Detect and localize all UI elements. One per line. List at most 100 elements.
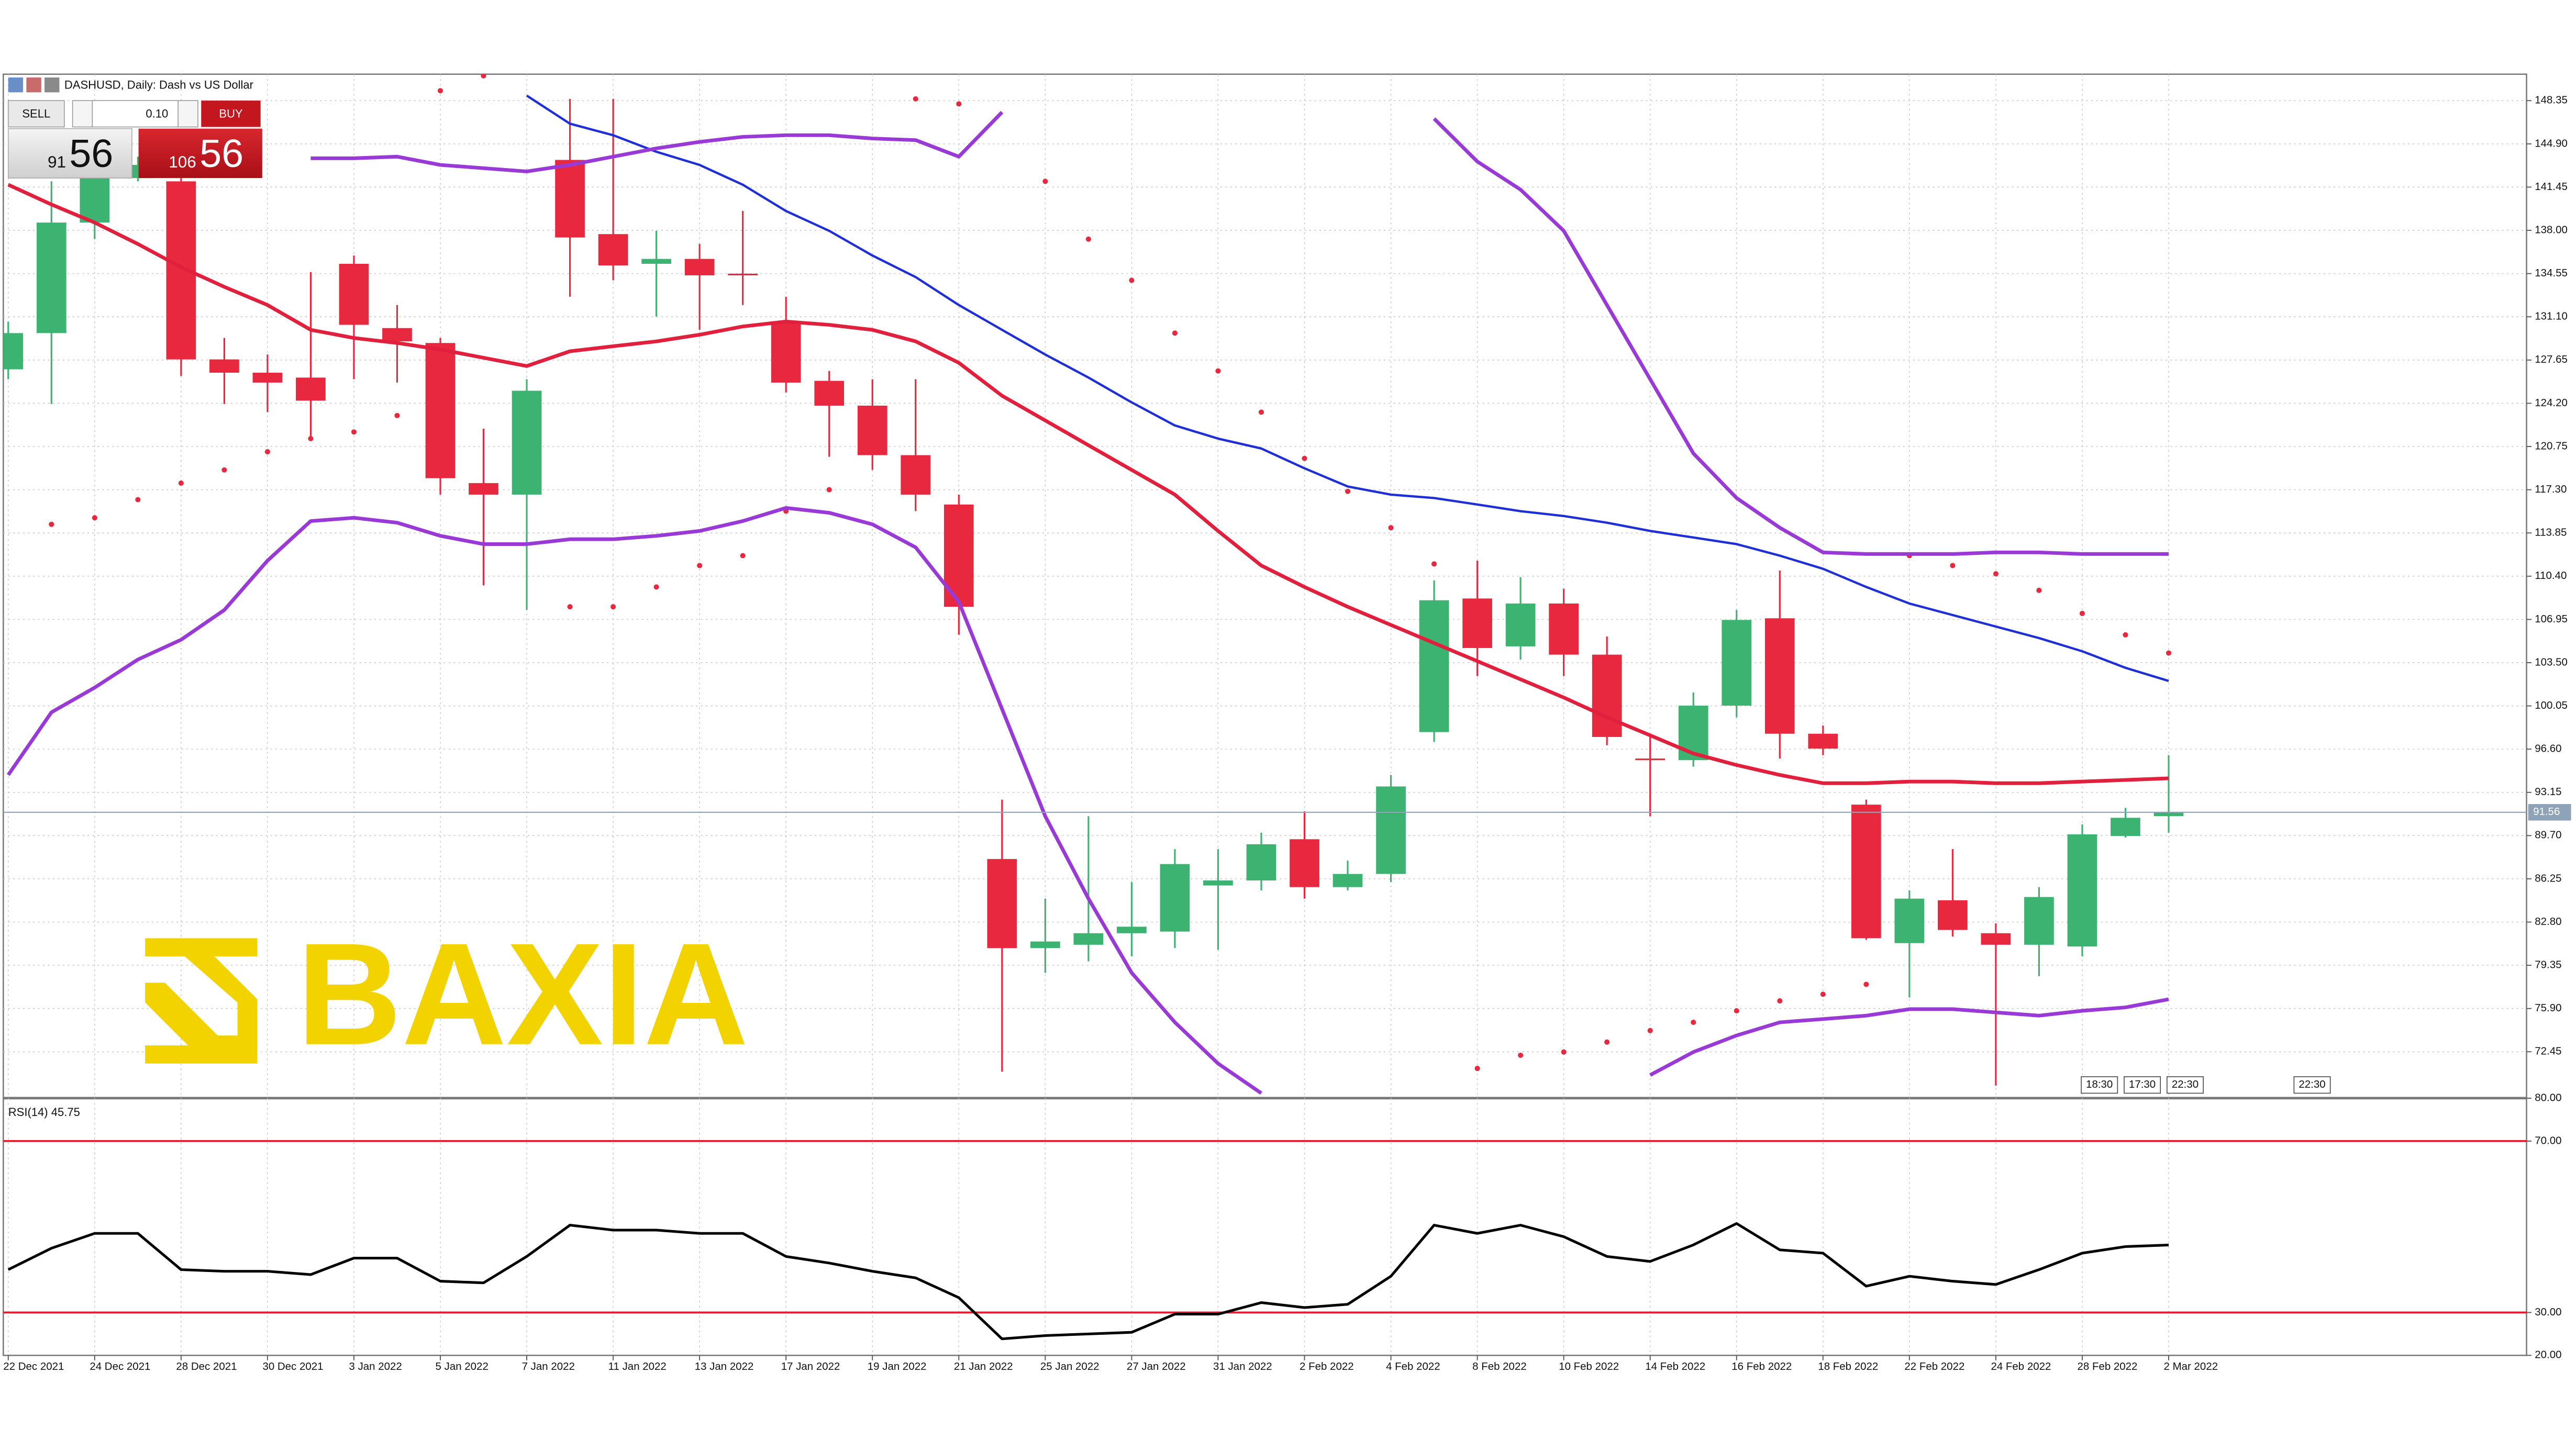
rsi-header: RSI(14) 45.75 xyxy=(8,1106,80,1119)
candle-body xyxy=(728,273,758,276)
candle-body xyxy=(1160,864,1190,932)
sar-dot xyxy=(567,604,573,610)
buy-label: BUY xyxy=(219,107,243,120)
y-tick-label: 124.20 xyxy=(2535,397,2568,409)
sar-dot xyxy=(697,563,703,568)
candle-body xyxy=(80,178,110,223)
indicator-line xyxy=(1649,997,2169,1077)
candle-body xyxy=(209,359,239,373)
sar-dot xyxy=(308,436,314,441)
sell-button[interactable] xyxy=(7,100,65,128)
candle-body xyxy=(684,259,715,275)
indicator-line xyxy=(310,110,1004,173)
candle-body xyxy=(3,333,24,370)
x-tick-label: 28 Feb 2022 xyxy=(2077,1360,2137,1372)
x-tick-label: 8 Feb 2022 xyxy=(1472,1360,1527,1372)
x-tick-label: 11 Jan 2022 xyxy=(608,1360,667,1372)
x-tick-label: 5 Jan 2022 xyxy=(436,1360,488,1372)
sar-dot xyxy=(610,604,616,610)
volume-field[interactable] xyxy=(92,100,179,128)
sar-dot xyxy=(264,449,270,455)
candle-body xyxy=(2153,812,2184,817)
y-tick-label: 82.80 xyxy=(2535,916,2561,928)
candle-body xyxy=(2024,897,2054,945)
y-tick-label: 86.25 xyxy=(2535,872,2561,884)
candle-body xyxy=(512,390,542,495)
candle-body xyxy=(36,222,66,333)
sar-dot xyxy=(49,521,54,527)
volume-down[interactable] xyxy=(72,100,93,128)
time-marker-box xyxy=(2124,1076,2161,1094)
sar-dot xyxy=(956,101,962,107)
candle-body xyxy=(1938,900,1968,930)
candle-body xyxy=(771,321,801,383)
candle-body xyxy=(987,859,1017,948)
sar-dot xyxy=(2123,632,2128,638)
indicator-line xyxy=(7,1222,2169,1341)
candle-body xyxy=(1764,618,1795,734)
sar-dot xyxy=(740,553,746,559)
sar-dot xyxy=(1604,1039,1610,1045)
candle-body xyxy=(1203,880,1233,886)
x-tick-label: 13 Jan 2022 xyxy=(695,1360,754,1372)
y-tick-label: 75.90 xyxy=(2535,1002,2561,1014)
sell-price-box[interactable] xyxy=(7,128,132,178)
toolbar-icon[interactable] xyxy=(45,77,60,93)
buy-price-box[interactable] xyxy=(138,128,262,178)
candle-body xyxy=(1117,927,1147,933)
sar-dot xyxy=(394,412,400,418)
sar-dot xyxy=(653,584,659,590)
sar-dot xyxy=(1172,330,1178,336)
candle-body xyxy=(1376,786,1406,874)
rsi-name: RSI(14) xyxy=(8,1106,48,1119)
candle-body xyxy=(252,372,283,383)
indicator-line xyxy=(7,183,2169,785)
y-tick-label: 80.00 xyxy=(2535,1091,2561,1103)
candle-body xyxy=(1592,654,1622,737)
volume-up[interactable] xyxy=(177,100,198,128)
y-tick-label: 134.55 xyxy=(2535,267,2568,279)
time-marker: 18:30 xyxy=(2086,1078,2113,1090)
y-tick-label: 141.45 xyxy=(2535,181,2568,193)
watermark-text: BAXIA xyxy=(297,913,748,1075)
x-tick-label: 25 Jan 2022 xyxy=(1040,1360,1100,1372)
indicator-line xyxy=(526,94,2169,683)
y-tick-label: 144.90 xyxy=(2535,137,2568,149)
watermark-logo xyxy=(145,938,258,1064)
candle-body xyxy=(1462,598,1492,648)
sar-dot xyxy=(1258,409,1264,415)
candle-body xyxy=(296,377,326,401)
candle-body xyxy=(1246,844,1276,881)
x-tick-label: 31 Jan 2022 xyxy=(1213,1360,1272,1372)
candle-body xyxy=(2067,834,2097,947)
x-tick-label: 18 Feb 2022 xyxy=(1818,1360,1878,1372)
sar-dot xyxy=(1993,571,1998,577)
sar-dot xyxy=(1647,1028,1653,1033)
toolbar-icon[interactable] xyxy=(26,77,41,93)
x-tick-label: 16 Feb 2022 xyxy=(1731,1360,1792,1372)
time-marker-box xyxy=(2293,1076,2331,1094)
sar-dot xyxy=(135,497,141,503)
x-tick-label: 27 Jan 2022 xyxy=(1127,1360,1186,1372)
sell-price-big: 91 xyxy=(48,152,66,171)
time-marker: 22:30 xyxy=(2172,1078,2199,1090)
y-tick-label: 113.85 xyxy=(2535,527,2567,539)
candle-body xyxy=(1851,805,1881,939)
y-tick-label: 20.00 xyxy=(2535,1349,2561,1361)
candle-body xyxy=(641,259,671,264)
last-price-label: 91.56 xyxy=(2533,806,2560,818)
sar-dot xyxy=(2036,587,2042,593)
toolbar-icon[interactable] xyxy=(8,77,24,93)
last-price-box xyxy=(2528,804,2571,821)
one-click-trading: SELL 0.10 BUY 91 56 106 56 xyxy=(7,100,262,178)
sar-dot xyxy=(1345,488,1351,494)
y-tick-label: 72.45 xyxy=(2535,1045,2561,1057)
y-tick-label: 96.60 xyxy=(2535,743,2561,755)
candle-body xyxy=(1808,733,1838,749)
sar-dot xyxy=(437,88,443,94)
sar-dot xyxy=(1042,178,1048,184)
candle-body xyxy=(469,483,498,495)
buy-button[interactable] xyxy=(201,101,261,127)
sell-label: SELL xyxy=(22,107,50,120)
x-tick-label: 4 Feb 2022 xyxy=(1386,1360,1440,1372)
